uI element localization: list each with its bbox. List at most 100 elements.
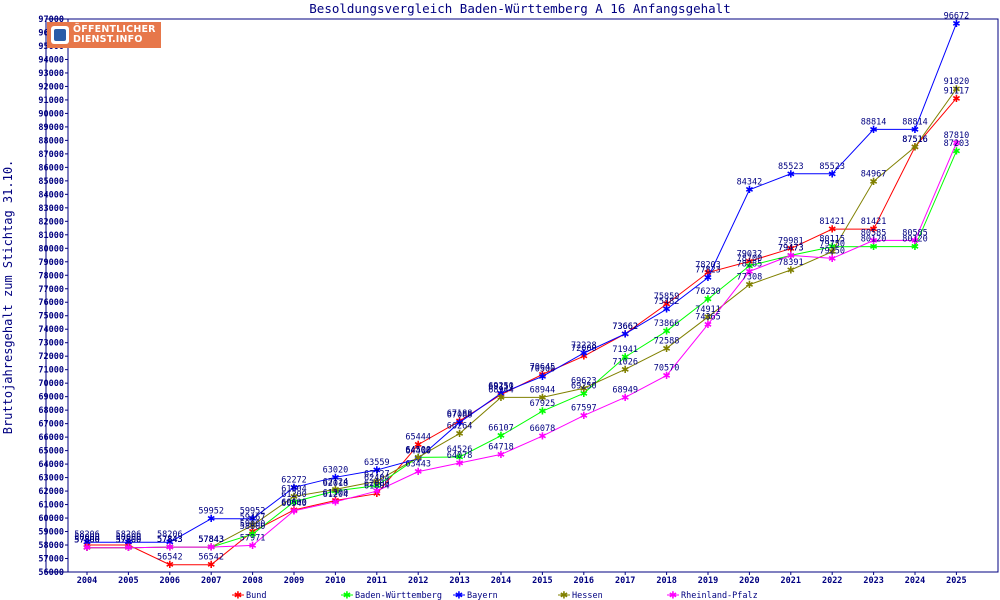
data-label: 62000 (364, 479, 390, 489)
x-tick-label: 2007 (201, 576, 221, 586)
data-point: ✱ (745, 185, 753, 196)
x-axis: 2004 2005 2006 2007 2008 2009 2010 2011 2012 2013… (68, 571, 998, 586)
data-label: 62727 (364, 469, 390, 479)
data-point: ✱ (869, 225, 877, 236)
data-point: ✱ (83, 543, 91, 554)
data-label: 69250 (571, 381, 597, 391)
data-label: 80120 (902, 235, 928, 245)
series-line (87, 150, 957, 549)
data-label: 57843 (198, 535, 224, 545)
data-point: ✱ (248, 514, 256, 525)
data-point: ✱ (83, 538, 91, 549)
data-point: ✱ (869, 125, 877, 136)
data-label: 71941 (612, 345, 638, 355)
y-tick-label: 69000 (38, 393, 64, 403)
y-tick-label: 76000 (38, 298, 64, 308)
y-tick-label: 73000 (38, 339, 64, 349)
data-label: 60540 (281, 499, 307, 509)
data-label: 62124 (323, 477, 349, 487)
data-point: ✱ (166, 543, 174, 554)
data-point: ✱ (538, 393, 546, 404)
x-tick-label: 2016 (574, 576, 594, 586)
x-tick-label: 2023 (863, 576, 883, 586)
data-point: ✱ (787, 251, 795, 262)
data-label: 60600 (281, 498, 307, 508)
x-tick-label: 2024 (905, 576, 925, 586)
data-point: ✱ (662, 344, 670, 355)
x-tick-label: 2008 (242, 576, 262, 586)
data-point: ✱ (290, 492, 298, 503)
data-label: 58000 (116, 533, 142, 543)
x-tick-label: 2020 (739, 576, 759, 586)
data-point: ✱ (911, 236, 919, 247)
data-label: 57843 (157, 535, 183, 545)
legend-marker: ✱ (669, 591, 677, 600)
data-label: 62404 (364, 474, 390, 484)
series-line (87, 23, 957, 543)
data-label: 84342 (737, 178, 763, 188)
data-point: ✱ (869, 236, 877, 247)
y-tick-label: 64000 (38, 460, 64, 470)
data-label: 91820 (944, 77, 970, 87)
data-label: 85523 (778, 162, 804, 172)
data-point: ✱ (124, 543, 132, 554)
y-tick-label: 57000 (38, 555, 64, 565)
data-point: ✱ (662, 327, 670, 338)
data-label: 72000 (571, 344, 597, 354)
data-label: 64078 (447, 451, 473, 461)
data-label: 61604 (281, 484, 307, 494)
data-label: 66078 (530, 424, 556, 434)
data-label: 57971 (240, 533, 266, 543)
legend-label: Hessen (572, 591, 603, 600)
x-tick-label: 2005 (118, 576, 138, 586)
plot-area (45, 18, 999, 573)
data-point: ✱ (455, 418, 463, 429)
y-tick-label: 90000 (38, 109, 64, 119)
y-tick-label: 82000 (38, 217, 64, 227)
y-tick-label: 80000 (38, 244, 64, 254)
x-tick-label: 2014 (491, 576, 511, 586)
data-label: 72228 (571, 341, 597, 351)
data-point: ✱ (83, 543, 91, 554)
data-label: 74911 (695, 305, 721, 315)
data-label: 78700 (737, 254, 763, 264)
data-point: ✱ (745, 280, 753, 291)
y-tick-label: 85000 (38, 177, 64, 187)
data-label: 61204 (323, 490, 349, 500)
data-point: ✱ (538, 372, 546, 383)
x-tick-label: 2011 (367, 576, 387, 586)
y-tick-label: 68000 (38, 406, 64, 416)
data-label: 88814 (902, 117, 928, 127)
data-point: ✱ (83, 543, 91, 554)
y-axis-label: Bruttojahresgehalt zum Stichtag 31.10. (1, 160, 15, 435)
data-point: ✱ (414, 454, 422, 465)
data-point: ✱ (580, 389, 588, 400)
data-point: ✱ (497, 431, 505, 442)
data-point: ✱ (166, 560, 174, 571)
data-point: ✱ (828, 254, 836, 265)
data-label: 57843 (157, 535, 183, 545)
y-tick-label: 74000 (38, 325, 64, 335)
data-point: ✱ (497, 393, 505, 404)
data-point: ✱ (166, 543, 174, 554)
x-tick-label: 2006 (160, 576, 180, 586)
data-labels: 58000 58000 56542 56542 59000 60600 61300 61804… (74, 11, 969, 562)
y-tick-label: 86000 (38, 163, 64, 173)
legend-item: ✱ Bund (232, 591, 266, 600)
x-tick-label: 2025 (946, 576, 966, 586)
data-label: 79250 (819, 246, 845, 256)
legend: ✱ Bund ✱ Baden-Württemberg ✱ Bayern ✱ Hessen ✱ Rh… (232, 591, 758, 600)
legend-label: Baden-Württemberg (355, 591, 442, 600)
data-point: ✱ (952, 147, 960, 158)
data-label: 66264 (447, 422, 473, 432)
data-label: 79032 (737, 249, 763, 259)
data-label: 69623 (571, 376, 597, 386)
data-label: 58206 (157, 530, 183, 540)
data-label: 70645 (530, 362, 556, 372)
x-tick-label: 2021 (781, 576, 801, 586)
data-point: ✱ (580, 352, 588, 363)
data-label: 79750 (819, 240, 845, 250)
series-line (87, 142, 957, 549)
data-point: ✱ (621, 329, 629, 340)
data-label: 73662 (612, 322, 638, 332)
